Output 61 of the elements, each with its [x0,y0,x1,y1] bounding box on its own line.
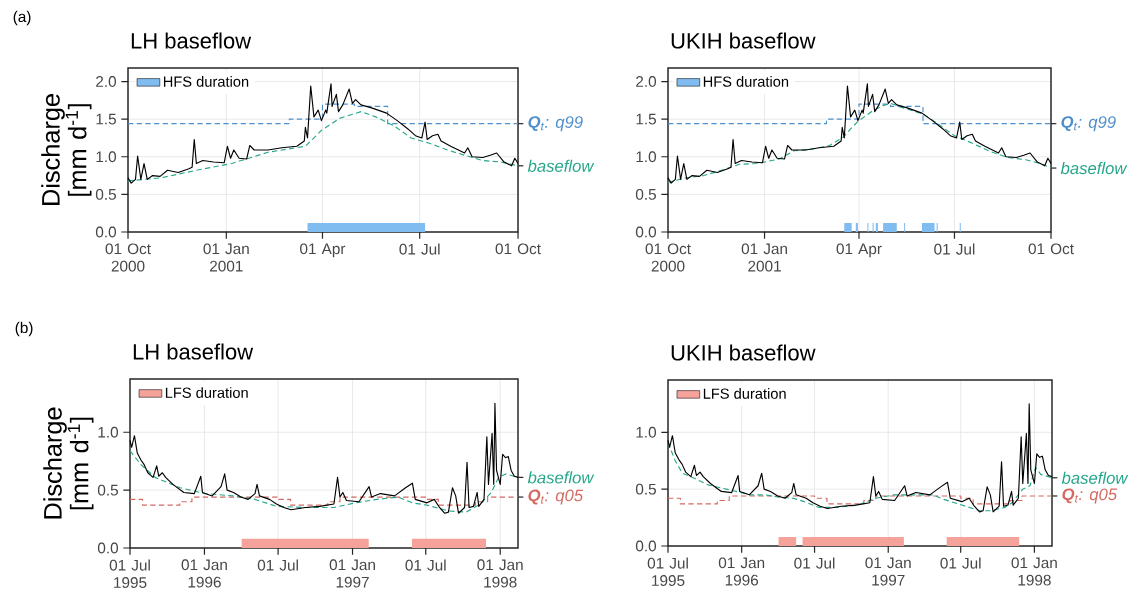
y-tick-label: 1.5 [636,113,656,125]
series-label: Q$_{t}$: q99 [1061,116,1116,132]
x-tick-label: 01 Jul [405,559,446,571]
legend-label: LFS duration [703,388,786,399]
y-tick-label: 2.0 [96,76,117,87]
x-tick-label: 01 Jul [794,557,835,569]
x-tick-label: 01 Jul [257,559,298,571]
chart-title: LH baseflow [131,32,252,49]
series-label: Q$_{t}$: q99 [528,116,583,132]
line-series [667,403,1053,513]
series-label: baseflow [527,471,595,484]
x-tick-label: 01 Jul [399,243,440,255]
y-tick-label: 0.0 [635,540,657,552]
y-tick-label: 1.0 [96,151,117,163]
series-label: baseflow [1061,471,1129,484]
series-label: baseflow [527,159,595,172]
line-series [129,402,519,514]
y-tick-label: 0.5 [97,484,118,496]
y-axis-title: Discharge [mm d$^{-1}$] [41,94,92,205]
x-tick-label: 01 Jan 1998 [1011,557,1057,586]
x-tick-label: 01 Jul 1995 [109,559,150,588]
x-tick-label: 01 Jan 1996 [718,557,765,586]
legend-label: HFS duration [703,76,789,87]
x-tick-label: 01 Jan 2001 [203,243,249,272]
y-tick-label: 0.0 [635,226,657,238]
x-tick-label: 01 Jan 1998 [477,559,523,588]
y-tick-label: 1.5 [96,113,116,125]
x-tick-label: 01 Oct [495,243,541,255]
chart-title: UKIH baseflow [671,344,816,361]
y-tick-label: 2.0 [636,76,657,87]
y-tick-label: 1.0 [636,426,657,438]
series-label: Q$_{t}$: q05 [1062,488,1118,504]
x-tick-label: 01 Jan 1997 [329,559,375,588]
y-tick-label: 1.0 [98,426,119,438]
text: (b) [15,321,33,337]
y-tick-label: 0.5 [635,188,656,200]
y-tick-label: 0.0 [95,226,117,238]
x-tick-label: 01 Jan 2001 [741,243,787,272]
x-tick-label: 01 Oct 2000 [105,243,151,272]
x-tick-label: 01 Apr [300,243,346,258]
y-tick-label: 1.0 [636,151,657,163]
x-tick-label: 01 Jan 1996 [181,559,227,588]
text: (a) [13,10,31,26]
x-tick-label: 01 Oct 2000 [645,243,691,272]
x-tick-label: 01 Apr [836,243,882,258]
legend-label: HFS duration [163,76,249,87]
series-label: Q$_{t}$: q05 [528,489,584,505]
series-label: baseflow [1060,161,1128,175]
x-tick-label: 01 Jul 1995 [647,557,688,586]
chart-title: LH baseflow [133,343,254,360]
y-tick-label: 0.5 [95,188,116,200]
line-series [127,111,519,182]
legend-label: LFS duration [165,387,248,398]
x-tick-label: 01 Oct [1028,243,1074,255]
y-tick-label: 0.0 [97,542,119,554]
y-tick-label: 0.5 [635,483,656,495]
chart-title: UKIH baseflow [671,32,816,49]
y-axis-title: Discharge [mm d$^{-1}$] [43,407,94,519]
x-tick-label: 01 Jan 1997 [865,557,911,586]
x-tick-label: 01 Jul [940,557,981,569]
x-tick-label: 01 Jul [934,243,975,255]
